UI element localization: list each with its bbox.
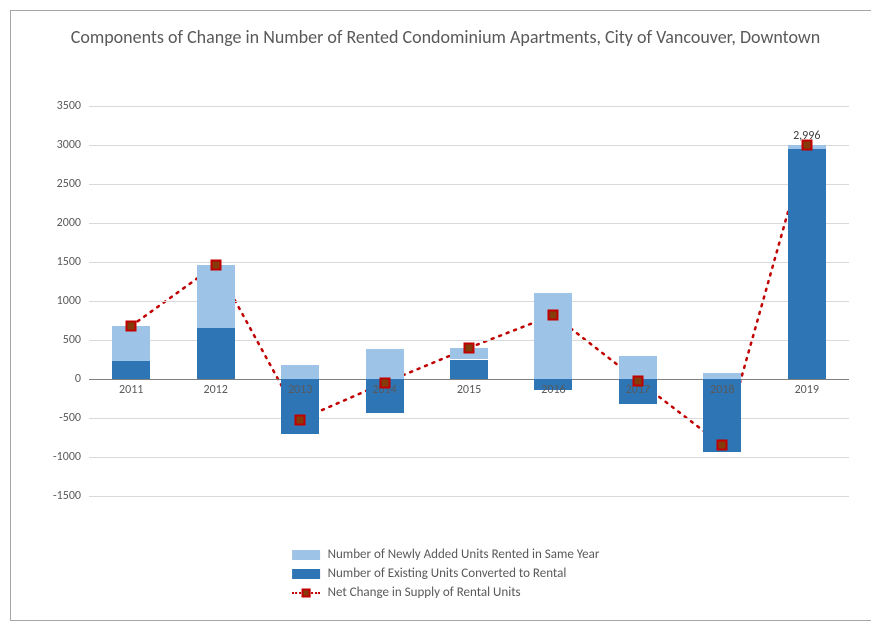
bar-newly-added: [281, 365, 319, 379]
grid-line: [89, 145, 849, 146]
grid-line: [89, 457, 849, 458]
legend-marker-icon: [301, 588, 310, 597]
legend-swatch-newly-added: [292, 550, 320, 560]
net-change-marker: [464, 342, 475, 353]
bar-converted: [788, 149, 826, 379]
y-axis-label: 0: [75, 372, 89, 386]
y-axis-label: 1000: [57, 294, 89, 308]
legend-item-net-change: Net Change in Supply of Rental Units: [292, 585, 600, 600]
grid-line: [89, 496, 849, 497]
net-change-marker: [717, 440, 728, 451]
bar-newly-added: [534, 293, 572, 379]
bar-converted: [197, 328, 235, 379]
x-axis-label: 2012: [203, 383, 227, 397]
x-axis-label: 2015: [457, 383, 481, 397]
bar-newly-added: [197, 265, 235, 327]
chart-title: Components of Change in Number of Rented…: [11, 11, 871, 55]
legend: Number of Newly Added Units Rented in Sa…: [292, 543, 600, 604]
data-label: 2,996: [793, 129, 820, 143]
y-axis-label: -1000: [53, 450, 89, 464]
legend-swatch-converted: [292, 569, 320, 579]
net-change-marker: [379, 377, 390, 388]
legend-line-net-change: [292, 586, 320, 600]
y-axis-label: 3500: [57, 99, 89, 113]
y-axis-label: 1500: [57, 255, 89, 269]
net-change-marker: [632, 375, 643, 386]
x-axis-label: 2019: [795, 383, 819, 397]
grid-line: [89, 184, 849, 185]
net-change-marker: [126, 320, 137, 331]
x-axis-label: 2013: [288, 383, 312, 397]
bar-newly-added: [703, 373, 741, 379]
legend-item-converted: Number of Existing Units Converted to Re…: [292, 566, 600, 581]
y-axis-label: 3000: [57, 138, 89, 152]
bar-converted: [112, 361, 150, 379]
y-axis-label: 2500: [57, 177, 89, 191]
x-axis-label: 2018: [710, 383, 734, 397]
legend-label-newly-added: Number of Newly Added Units Rented in Sa…: [328, 547, 600, 562]
bar-newly-added: [366, 349, 404, 379]
grid-line: [89, 106, 849, 107]
x-axis-label: 2011: [119, 383, 143, 397]
bar-converted: [450, 360, 488, 380]
net-change-marker: [210, 260, 221, 271]
y-axis-label: 500: [63, 333, 89, 347]
net-change-marker: [548, 310, 559, 321]
net-change-marker: [295, 414, 306, 425]
y-axis-label: -1500: [53, 489, 89, 503]
y-axis-label: 2000: [57, 216, 89, 230]
plot-area: -1500-1000-50005001000150020002500300035…: [89, 106, 849, 496]
legend-item-newly-added: Number of Newly Added Units Rented in Sa…: [292, 547, 600, 562]
chart-container: Components of Change in Number of Rented…: [10, 10, 871, 621]
grid-line: [89, 223, 849, 224]
grid-line: [89, 262, 849, 263]
y-axis-label: -500: [59, 411, 89, 425]
x-axis-label: 2016: [541, 383, 565, 397]
legend-label-net-change: Net Change in Supply of Rental Units: [328, 585, 521, 600]
legend-label-converted: Number of Existing Units Converted to Re…: [328, 566, 567, 581]
